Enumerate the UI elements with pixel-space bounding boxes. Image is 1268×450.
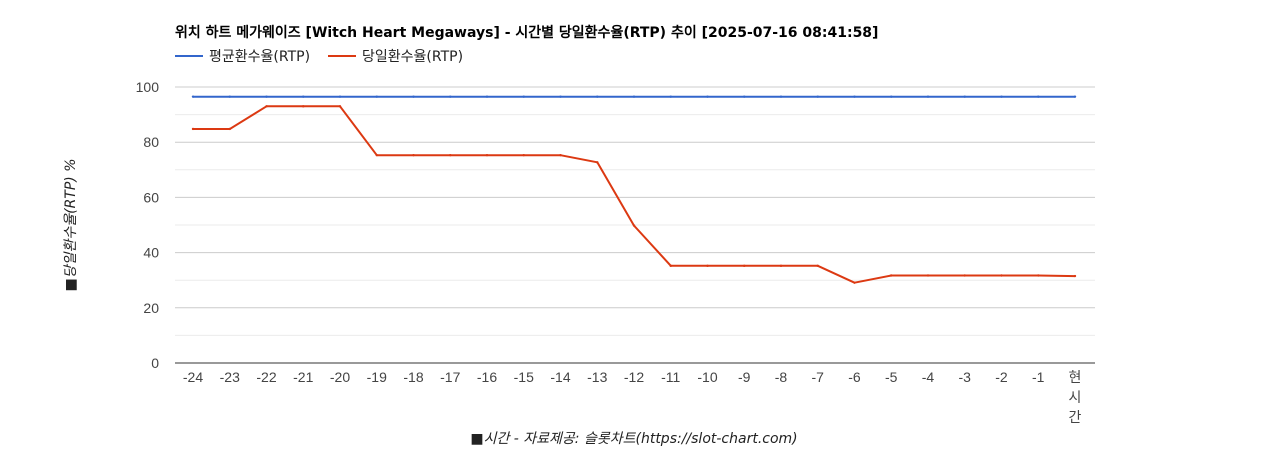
data-point-average — [1037, 95, 1040, 98]
data-point-average — [302, 95, 305, 98]
data-point-daily — [926, 274, 930, 277]
legend-label-average: 평균환수율(RTP) — [209, 49, 311, 65]
data-point-average — [1000, 95, 1003, 98]
data-point-daily — [191, 127, 195, 131]
data-point-daily — [1000, 274, 1003, 277]
x-axis-title: ■시간 - 자료제공: 슬롯차트(https://slot-chart.com) — [470, 431, 798, 447]
x-tick-label: -22 — [256, 369, 276, 385]
legend-item-daily[interactable]: 당일환수율(RTP) — [328, 46, 463, 66]
data-point-daily — [265, 105, 268, 108]
x-tick-label: -3 — [959, 369, 972, 385]
x-tick-label: -13 — [587, 369, 607, 385]
data-point-daily — [743, 264, 746, 268]
series-line-daily — [193, 105, 1076, 284]
data-point-daily — [449, 153, 452, 157]
x-tick-label: -9 — [738, 369, 751, 385]
data-point-average — [669, 95, 672, 98]
data-point-average — [853, 95, 856, 98]
x-tick-label: -21 — [293, 369, 313, 385]
data-point-average — [706, 95, 709, 98]
data-point-average — [1073, 95, 1077, 98]
chart-title: 위치 하트 메가웨이즈 [Witch Heart Megaways] - 시간별… — [175, 25, 879, 41]
x-tick-label: -4 — [922, 369, 935, 385]
data-point-daily — [375, 153, 378, 157]
data-point-daily — [412, 153, 415, 157]
x-tick-label: -7 — [812, 369, 825, 385]
data-point-daily — [632, 224, 636, 227]
data-point-daily — [779, 264, 783, 268]
data-point-daily — [228, 127, 231, 131]
x-tick-label: -8 — [775, 369, 788, 385]
y-axis-title: ■당일환수율(RTP) % — [63, 158, 79, 292]
data-point-average — [375, 95, 378, 98]
data-point-daily — [302, 105, 305, 108]
data-point-average — [816, 95, 819, 98]
legend-label-daily: 당일환수율(RTP) — [362, 49, 464, 65]
data-point-average — [963, 95, 966, 98]
data-point-daily — [890, 274, 893, 277]
data-point-daily — [669, 264, 672, 268]
data-point-average — [338, 95, 342, 98]
data-point-average — [191, 95, 195, 98]
legend: 평균환수율(RTP) 당일환수율(RTP) — [175, 46, 481, 66]
y-tick-label: 40 — [143, 245, 159, 261]
x-tick-label: -24 — [183, 369, 203, 385]
y-tick-label: 20 — [143, 300, 159, 316]
x-tick-label: -15 — [514, 369, 534, 385]
legend-item-average[interactable]: 평균환수율(RTP) — [175, 46, 310, 66]
data-point-average — [449, 95, 452, 98]
y-tick-label: 0 — [151, 355, 159, 371]
data-point-daily — [816, 264, 819, 268]
y-tick-label: 80 — [143, 134, 159, 150]
data-point-daily — [338, 105, 342, 108]
data-point-daily — [853, 281, 856, 284]
x-tick-label: -2 — [995, 369, 1008, 385]
x-tick-label: -10 — [697, 369, 717, 385]
data-point-average — [596, 95, 599, 98]
data-point-average — [265, 95, 268, 98]
data-point-daily — [522, 153, 525, 157]
x-tick-label: -20 — [330, 369, 350, 385]
x-tick-label: -23 — [220, 369, 240, 385]
data-point-daily — [596, 161, 599, 164]
data-point-daily — [706, 264, 709, 268]
x-tick-label: -11 — [661, 369, 680, 385]
x-tick-label: -18 — [403, 369, 423, 385]
data-point-average — [890, 95, 893, 98]
legend-swatch-average — [175, 55, 203, 57]
data-point-average — [779, 95, 783, 98]
data-point-daily — [963, 274, 966, 277]
y-tick-label: 100 — [136, 79, 160, 95]
data-point-average — [926, 95, 930, 98]
data-point-daily — [485, 153, 489, 157]
x-tick-label: -6 — [848, 369, 861, 385]
data-point-average — [412, 95, 415, 98]
y-tick-label: 60 — [143, 189, 159, 205]
x-tick-label: -14 — [550, 369, 570, 385]
x-tick-label: -17 — [440, 369, 460, 385]
data-point-average — [522, 95, 525, 98]
data-point-average — [743, 95, 746, 98]
data-point-daily — [559, 153, 562, 157]
data-point-daily — [1073, 274, 1077, 278]
data-point-average — [228, 95, 231, 98]
legend-swatch-daily — [328, 55, 357, 57]
data-point-daily — [1037, 274, 1040, 277]
data-point-average — [485, 95, 489, 98]
x-tick-label: -1 — [1032, 369, 1045, 385]
x-tick-label: -19 — [367, 369, 387, 385]
x-tick-label: -16 — [477, 369, 497, 385]
x-tick-label: -5 — [885, 369, 898, 385]
data-point-average — [559, 95, 562, 98]
data-point-average — [632, 95, 636, 98]
x-tick-label: -12 — [624, 369, 644, 385]
